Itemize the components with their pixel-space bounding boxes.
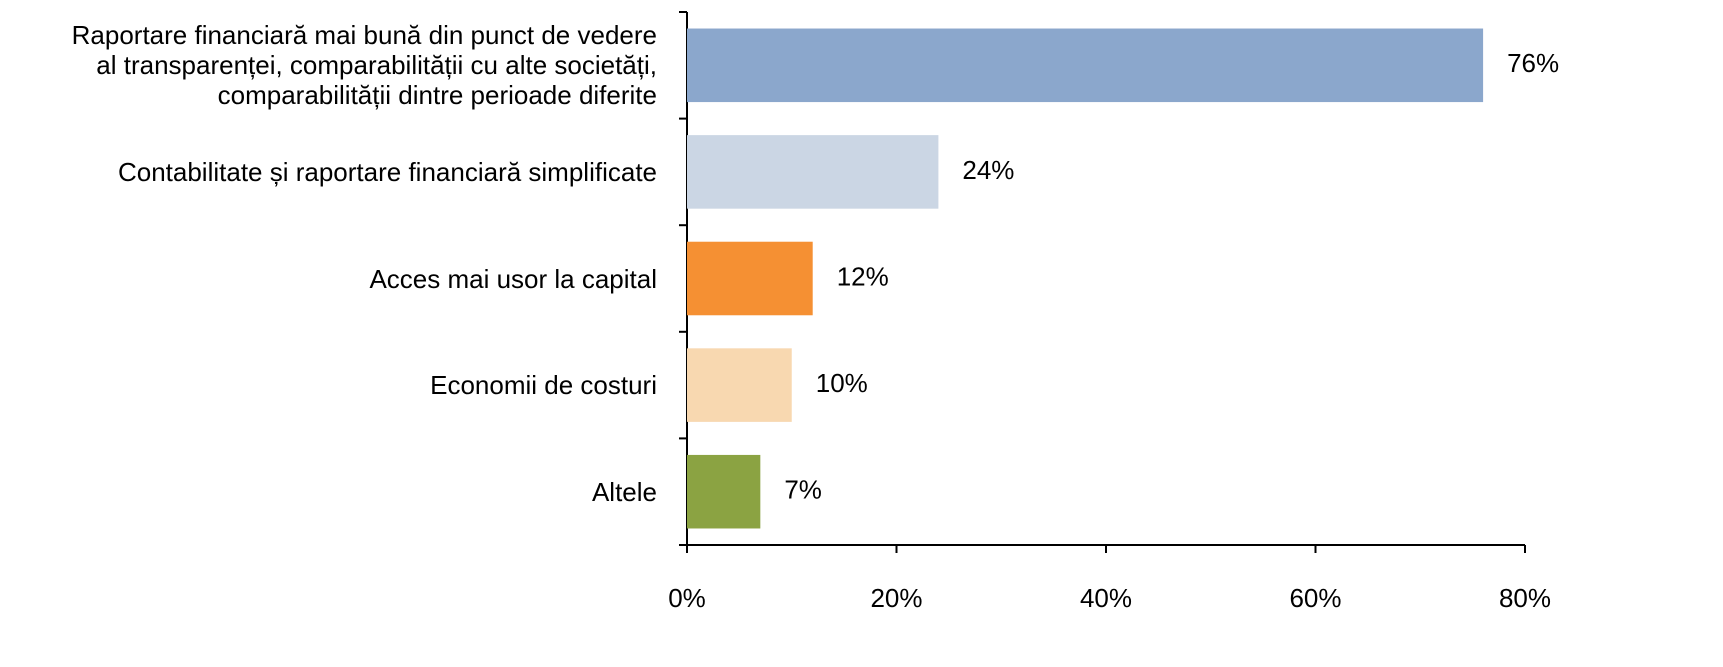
bar bbox=[687, 241, 813, 316]
bar bbox=[687, 135, 939, 209]
x-tick-label: 60% bbox=[1289, 583, 1341, 613]
value-label: 12% bbox=[837, 261, 889, 291]
x-tick-label: 0% bbox=[668, 583, 706, 613]
value-label: 24% bbox=[962, 155, 1014, 185]
x-tick-label: 80% bbox=[1499, 583, 1551, 613]
value-label: 7% bbox=[784, 475, 822, 505]
x-tick-label: 20% bbox=[870, 583, 922, 613]
value-label: 76% bbox=[1507, 48, 1559, 78]
bar bbox=[687, 28, 1484, 103]
category-label: Economii de costuri bbox=[430, 370, 657, 401]
bar bbox=[687, 348, 792, 422]
x-tick-label: 40% bbox=[1080, 583, 1132, 613]
category-label: Contabilitate și raportare financiară si… bbox=[117, 156, 657, 187]
value-label: 10% bbox=[816, 368, 868, 398]
bar bbox=[687, 454, 761, 529]
category-label: Raportare financiară mai bună din punct … bbox=[71, 20, 657, 111]
category-label: Altele bbox=[591, 476, 657, 507]
category-label: Acces mai usor la capital bbox=[369, 263, 657, 294]
